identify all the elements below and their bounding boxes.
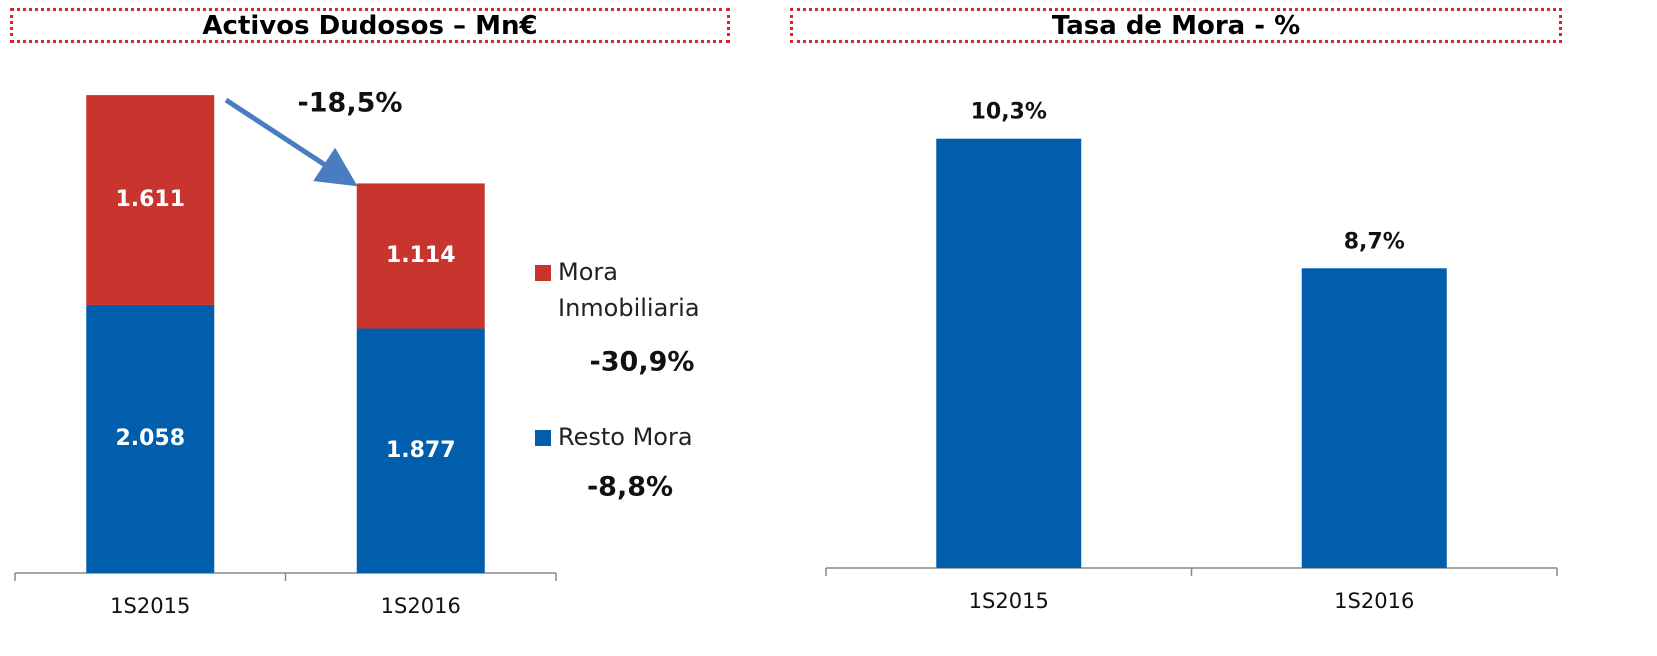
chart-title: Activos Dudosos – Mn€: [10, 8, 730, 43]
bar-segment: [86, 304, 215, 573]
annotation: -8,8%: [586, 471, 674, 503]
annotation: -18,5%: [297, 87, 403, 119]
data-label: 8,7%: [1344, 229, 1405, 254]
data-label: 2.058: [115, 426, 185, 451]
legend-label: Resto Mora: [558, 423, 693, 451]
bar-segment: [86, 95, 215, 305]
bar-segment: [356, 183, 485, 329]
x-tick-label: 1S2015: [969, 589, 1049, 613]
chart-title: Tasa de Mora - %: [790, 8, 1562, 43]
bar-segment: [356, 328, 485, 573]
x-tick-label: 1S2016: [381, 594, 461, 618]
x-tick-label: 1S2016: [1334, 589, 1414, 613]
legend-label: Mora Inmobiliaria: [558, 258, 700, 322]
data-label: 1.611: [115, 187, 185, 212]
arrow: [224, 97, 358, 187]
data-label: 1.114: [386, 243, 456, 268]
bar: [936, 138, 1082, 568]
data-label: 10,3%: [971, 100, 1047, 125]
annotation: -30,9%: [589, 346, 695, 378]
data-label: 1.877: [386, 438, 456, 463]
legend-swatch: [535, 430, 551, 446]
bar: [1301, 268, 1447, 568]
x-tick-label: 1S2015: [110, 594, 190, 618]
legend-swatch: [535, 265, 551, 281]
